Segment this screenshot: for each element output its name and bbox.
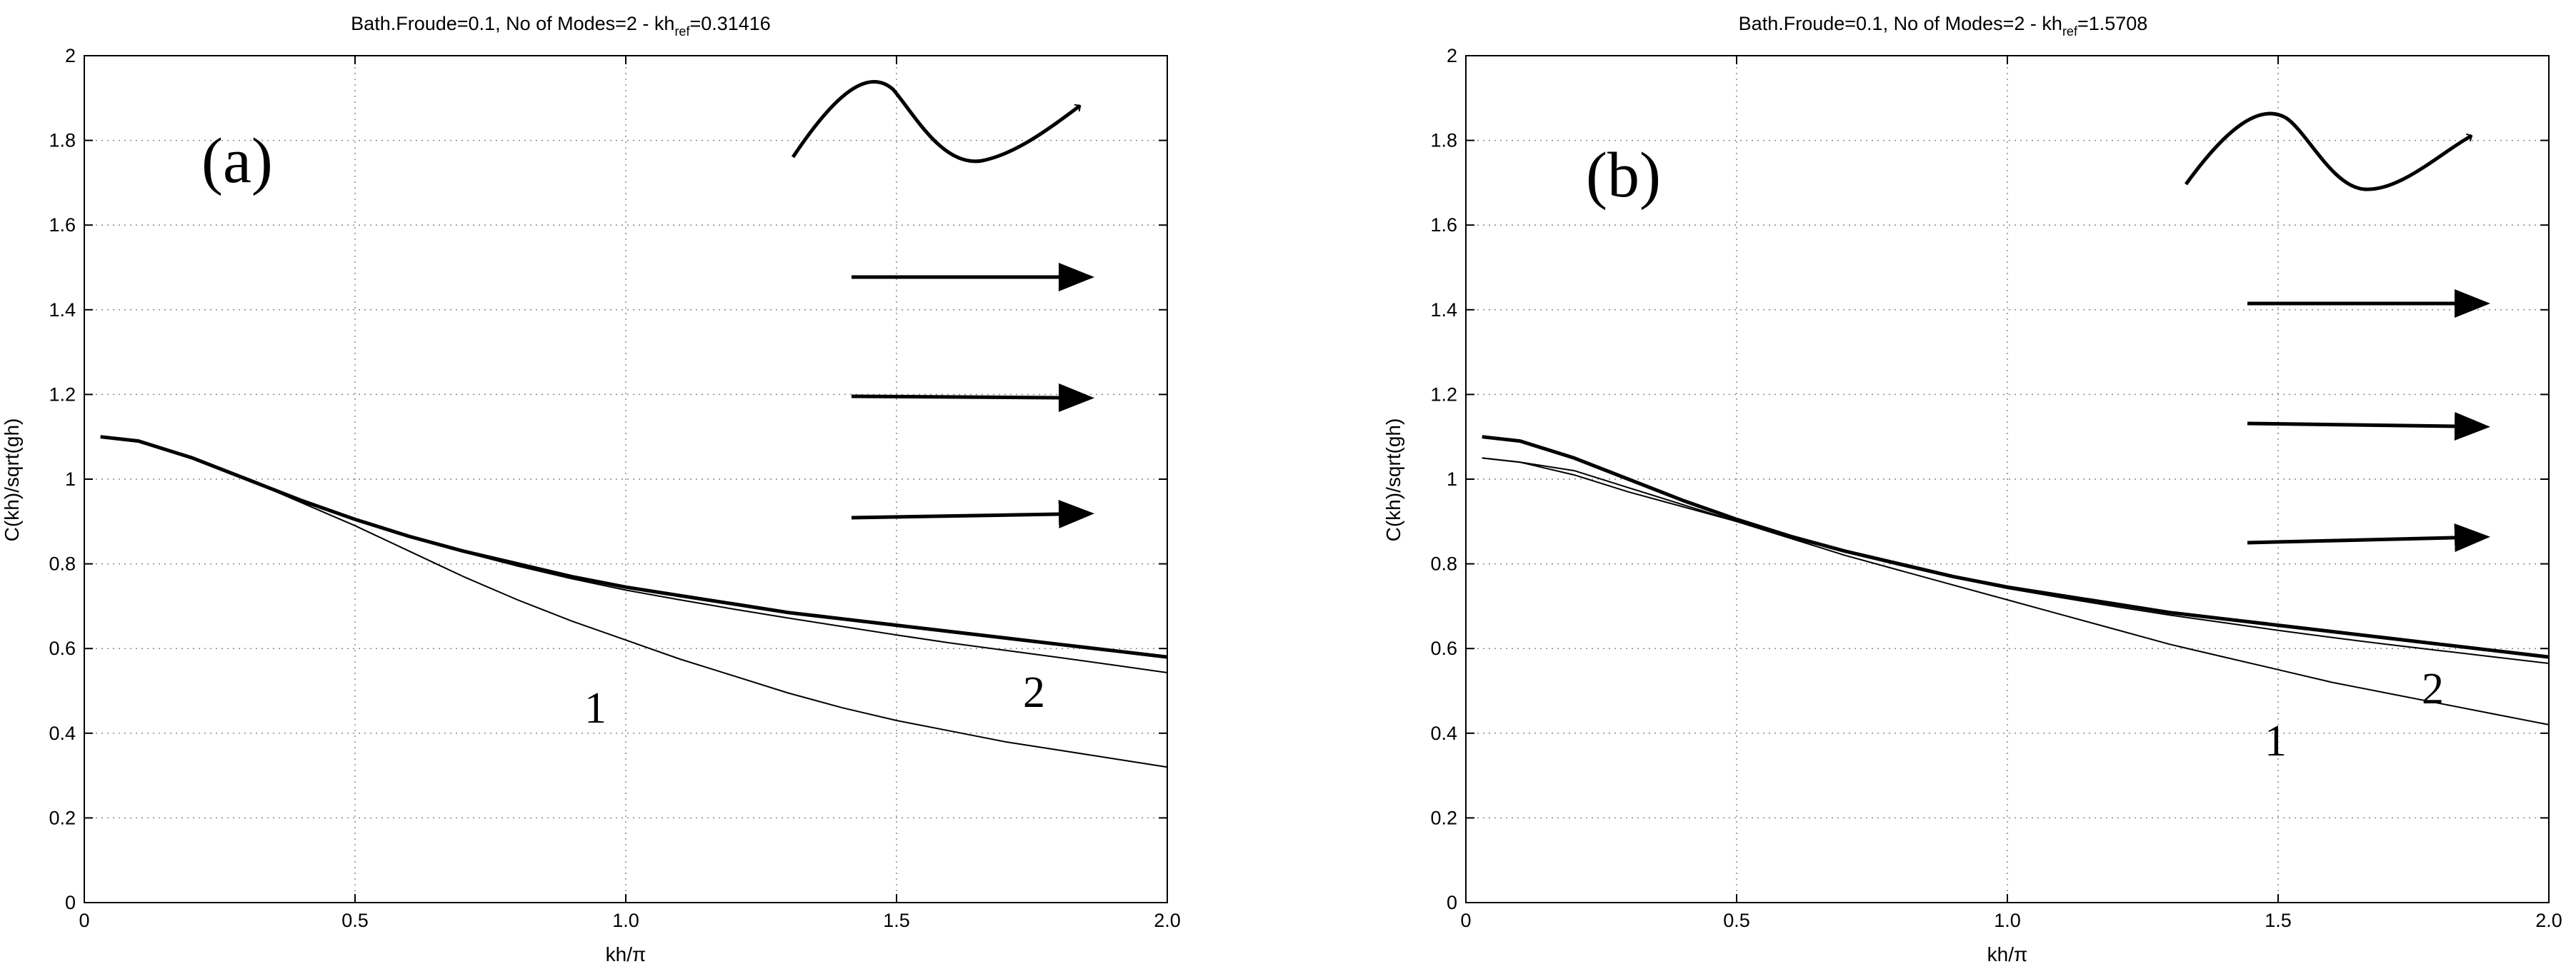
panel-label: (a) xyxy=(201,126,273,196)
series-line-2 xyxy=(1482,457,2550,664)
x-axis-label: kh/π xyxy=(606,943,647,965)
x-tick-label: 1.0 xyxy=(1994,910,2021,931)
chart-title: Bath.Froude=0.1, No of Modes=2 - khref=0… xyxy=(351,13,771,39)
y-tick-label: 1 xyxy=(1447,468,1457,490)
series-group xyxy=(100,435,1168,768)
x-tick-label: 0 xyxy=(1460,910,1471,931)
y-tick-label: 1.2 xyxy=(49,383,76,405)
x-tick-label: 0.5 xyxy=(341,910,369,931)
current-arrow xyxy=(851,500,1094,528)
y-tick-label: 1.6 xyxy=(1430,214,1457,236)
chart-title: Bath.Froude=0.1, No of Modes=2 - khref=1… xyxy=(1739,13,2148,39)
curve-label-2: 2 xyxy=(1023,668,1045,717)
y-tick-label: 0.4 xyxy=(49,723,76,744)
wave-glyph xyxy=(791,80,1082,164)
x-tick-label: 2.0 xyxy=(2535,910,2562,931)
y-tick-label: 1.6 xyxy=(49,214,76,236)
y-tick-label: 0.6 xyxy=(1430,638,1457,659)
wave-glyph xyxy=(2184,111,2472,191)
series-line-exact xyxy=(1482,435,2550,659)
x-axis-label: kh/π xyxy=(1987,943,2028,965)
y-tick-label: 0.4 xyxy=(1430,723,1457,744)
y-tick-label: 1.8 xyxy=(49,130,76,151)
y-tick-label: 1.2 xyxy=(1430,383,1457,405)
series-group xyxy=(1482,435,2550,726)
grid xyxy=(1466,56,2549,903)
axis-ticks: 0 0.5 1.0 1.5 2.0 0 0.2 0.4 0.6 0.8 1 1.2 1.4 1.6 1.8 2 xyxy=(49,45,1180,931)
current-arrow xyxy=(851,383,1094,412)
current-arrow xyxy=(2247,523,2490,552)
y-tick-label: 0 xyxy=(1447,892,1457,913)
panel-label: (b) xyxy=(1586,140,1661,211)
x-tick-label: 2.0 xyxy=(1154,910,1181,931)
grid xyxy=(84,56,1167,903)
x-tick-label: 1.5 xyxy=(883,910,910,931)
y-tick-label: 0.2 xyxy=(1430,807,1457,828)
y-tick-label: 1.8 xyxy=(1430,130,1457,151)
panel-b: Bath.Froude=0.1, No of Modes=2 - khref=1… xyxy=(1382,13,2562,965)
y-tick-label: 0.8 xyxy=(49,553,76,575)
axis-ticks: 0 0.5 1.0 1.5 2.0 0 0.2 0.4 0.6 0.8 1 1.2 1.4 1.6 1.8 2 xyxy=(1430,45,2562,931)
y-tick-label: 2 xyxy=(1447,45,1457,66)
series-line-1 xyxy=(1482,457,2550,726)
x-tick-label: 1.5 xyxy=(2265,910,2292,931)
y-axis-label: C(kh)/sqrt(gh) xyxy=(1,418,23,542)
y-tick-label: 1 xyxy=(65,468,76,490)
y-tick-label: 1.4 xyxy=(49,299,76,321)
curve-label-2: 2 xyxy=(2422,665,2444,713)
series-line-1 xyxy=(100,436,1168,768)
y-axis-label: C(kh)/sqrt(gh) xyxy=(1382,418,1404,542)
y-tick-label: 1.4 xyxy=(1430,299,1457,321)
series-line-exact xyxy=(100,435,1168,659)
y-tick-label: 0 xyxy=(65,892,76,913)
y-tick-label: 0.8 xyxy=(1430,553,1457,575)
curve-label-1: 1 xyxy=(2265,717,2287,765)
x-tick-label: 0.5 xyxy=(1723,910,1750,931)
y-tick-label: 2 xyxy=(65,45,76,66)
y-tick-label: 0.2 xyxy=(49,807,76,828)
x-tick-label: 1.0 xyxy=(612,910,639,931)
current-arrow xyxy=(2247,412,2490,441)
curve-label-1: 1 xyxy=(584,684,606,733)
panel-a: Bath.Froude=0.1, No of Modes=2 - khref=0… xyxy=(1,13,1181,965)
x-tick-label: 0 xyxy=(79,910,89,931)
y-tick-label: 0.6 xyxy=(49,638,76,659)
